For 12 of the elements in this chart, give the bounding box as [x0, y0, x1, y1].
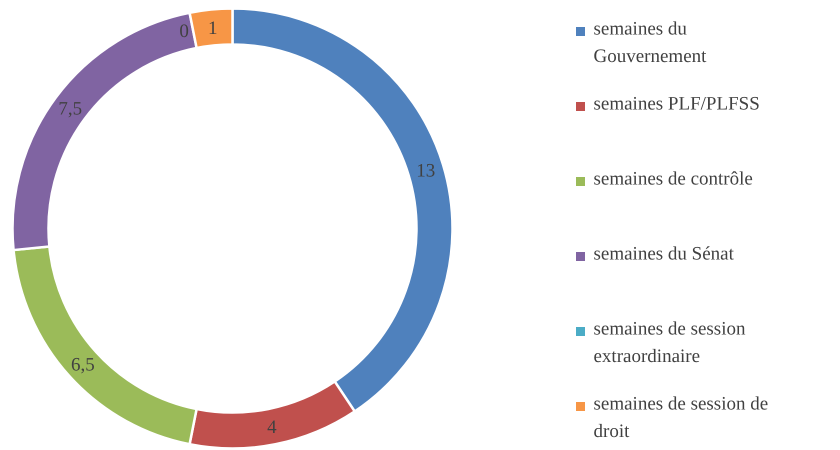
legend-label: semaines du Gouvernement — [594, 18, 708, 67]
data-label: 7,5 — [58, 98, 82, 120]
data-label: 4 — [267, 417, 278, 438]
data-label: 1 — [208, 18, 218, 39]
legend-label: semaines du Sénat — [594, 244, 735, 264]
legend-label: semaines de contrôle — [594, 168, 753, 190]
legend-label: semaines de session extraordinaire — [594, 318, 746, 367]
legend-label: semaines PLF/PLFSS — [594, 94, 760, 114]
legend-label: semaines de session de droit — [594, 394, 768, 442]
text: 0 — [179, 20, 189, 42]
data-label: 13 — [416, 160, 436, 182]
data-label: 6,5 — [70, 354, 95, 376]
